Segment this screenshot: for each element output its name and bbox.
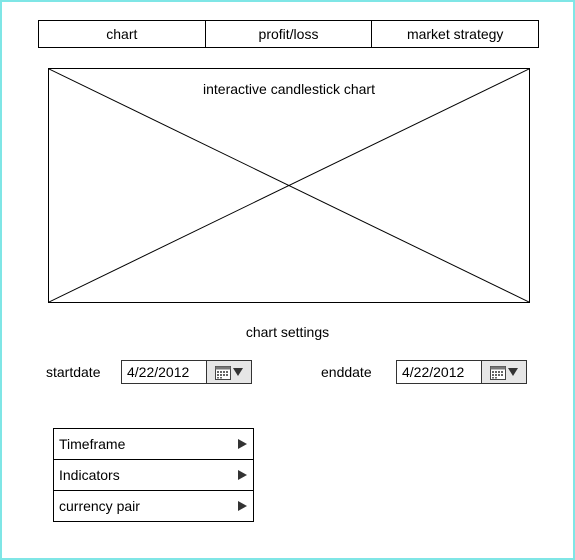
menu-item-indicators[interactable]: Indicators xyxy=(54,460,253,491)
triangle-right-icon xyxy=(238,470,247,480)
triangle-right-icon xyxy=(238,501,247,511)
startdate-input[interactable] xyxy=(122,361,206,383)
calendar-icon xyxy=(215,365,231,380)
settings-menu: Timeframe Indicators currency pair xyxy=(53,428,254,522)
enddate-label: enddate xyxy=(321,364,372,380)
tab-label: profit/loss xyxy=(258,26,319,42)
chart-settings-heading: chart settings xyxy=(245,324,330,340)
tab-chart[interactable]: chart xyxy=(39,21,206,47)
menu-item-label: Indicators xyxy=(59,467,120,483)
placeholder-cross xyxy=(49,69,529,302)
dropdown-arrow-icon xyxy=(508,368,518,376)
startdate-picker xyxy=(121,360,252,384)
startdate-label: startdate xyxy=(46,364,101,380)
triangle-right-icon xyxy=(238,439,247,449)
dropdown-arrow-icon xyxy=(233,368,243,376)
menu-item-timeframe[interactable]: Timeframe xyxy=(54,429,253,460)
candlestick-chart-placeholder[interactable]: interactive candlestick chart xyxy=(48,68,530,303)
tab-bar: chart profit/loss market strategy xyxy=(38,20,539,48)
tab-label: chart xyxy=(106,26,138,42)
tab-profit-loss[interactable]: profit/loss xyxy=(206,21,373,47)
menu-item-currency-pair[interactable]: currency pair xyxy=(54,491,253,521)
tab-label: market strategy xyxy=(406,26,504,42)
enddate-picker xyxy=(396,360,527,384)
enddate-calendar-button[interactable] xyxy=(481,361,526,383)
menu-item-label: Timeframe xyxy=(59,436,126,452)
tab-market-strategy[interactable]: market strategy xyxy=(372,21,538,47)
enddate-input[interactable] xyxy=(397,361,481,383)
calendar-icon xyxy=(490,365,506,380)
startdate-calendar-button[interactable] xyxy=(206,361,251,383)
chart-placeholder-label: interactive candlestick chart xyxy=(201,81,377,97)
menu-item-label: currency pair xyxy=(59,498,140,514)
